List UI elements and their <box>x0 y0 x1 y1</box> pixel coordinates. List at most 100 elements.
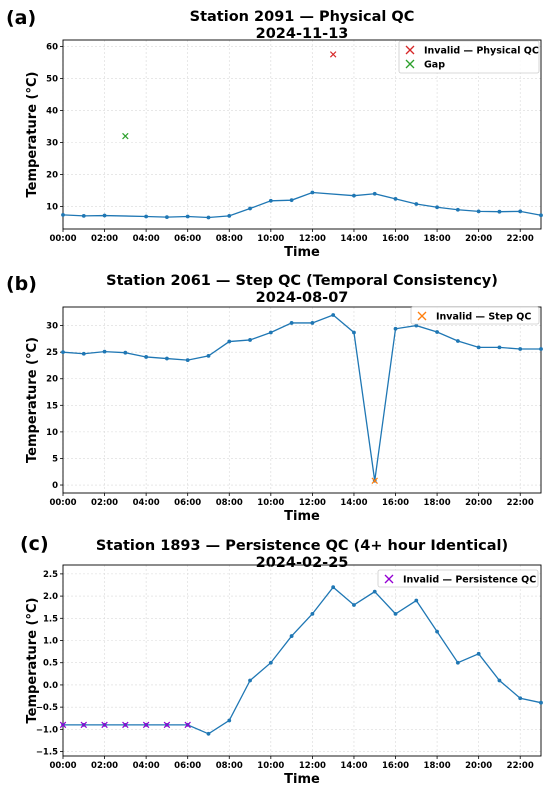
y-tick-label: 10 <box>46 203 58 213</box>
x-tick-label: 22:00 <box>507 498 534 508</box>
flag-marker <box>329 51 337 58</box>
data-point <box>289 198 294 203</box>
x-tick-label: 12:00 <box>299 234 326 244</box>
panel-label: (c) <box>20 533 49 555</box>
y-tick-label: 20 <box>46 375 58 385</box>
legend-entry: Invalid — Step QC <box>436 312 531 323</box>
data-point <box>185 214 190 219</box>
legend: Invalid — Physical QC Gap <box>398 40 540 74</box>
flag-marker <box>59 721 67 729</box>
data-point <box>497 678 502 683</box>
flag-marker <box>163 721 171 729</box>
flag-marker <box>101 721 108 729</box>
data-point <box>372 191 377 196</box>
y-tick-label: −1.5 <box>36 748 58 758</box>
x-tick-label: 16:00 <box>382 234 409 244</box>
legend-marker <box>405 45 415 55</box>
data-point <box>227 718 232 723</box>
data-point <box>289 321 294 325</box>
data-point <box>497 345 502 350</box>
data-point <box>61 213 65 217</box>
data-point <box>248 206 252 211</box>
y-tick-label: 50 <box>46 74 58 84</box>
panel-label: (a) <box>6 7 36 29</box>
x-tick-label: 18:00 <box>424 498 451 508</box>
data-point <box>393 196 398 201</box>
data-point <box>206 353 211 358</box>
x-tick-label: 16:00 <box>382 498 409 508</box>
data-point <box>393 611 398 616</box>
data-point <box>248 678 252 683</box>
data-point <box>352 330 356 335</box>
x-tick-label: 06:00 <box>174 234 201 244</box>
y-tick-label: 20 <box>46 171 58 181</box>
data-point <box>455 207 460 212</box>
data-point <box>289 634 294 638</box>
legend-entry: Invalid — Physical QC <box>424 46 539 57</box>
x-tick-label: 04:00 <box>133 234 160 244</box>
y-tick-label: 0 <box>52 481 58 491</box>
data-point <box>435 629 439 634</box>
data-point <box>331 585 336 590</box>
data-point <box>227 339 232 344</box>
legend-marker <box>417 311 427 321</box>
y-tick-label: 0.0 <box>43 681 58 691</box>
x-tick-label: 22:00 <box>507 234 534 244</box>
data-point <box>102 349 107 354</box>
data-point <box>455 339 460 343</box>
data-point <box>248 338 252 342</box>
legend-box <box>410 306 540 325</box>
y-tick-label: 15 <box>46 401 58 411</box>
x-tick-label: 08:00 <box>216 498 243 508</box>
data-point <box>331 313 336 317</box>
series-line <box>62 191 542 219</box>
legend: Invalid — Persistence QC <box>377 569 539 588</box>
data-point <box>81 213 86 218</box>
data-point <box>414 598 419 603</box>
x-axis-label: Time <box>284 245 320 260</box>
y-tick-label: 30 <box>46 322 58 332</box>
series-line <box>62 314 541 481</box>
data-point <box>518 696 523 701</box>
data-point <box>518 347 523 351</box>
legend-entry: Gap <box>424 60 445 71</box>
x-tick-label: 16:00 <box>382 761 409 771</box>
chart-title: Station 2061 — Step QC (Temporal Consist… <box>106 273 498 289</box>
data-point <box>123 350 128 355</box>
y-tick-label: 30 <box>46 139 58 149</box>
x-tick-label: 04:00 <box>133 498 160 508</box>
flag-marker <box>122 132 129 140</box>
y-tick-label: 2.0 <box>43 592 58 602</box>
data-point <box>414 202 419 206</box>
chart-title: Station 1893 — Persistence QC (4+ hour I… <box>96 538 508 554</box>
plot-frame <box>62 39 542 230</box>
x-tick-label: 20:00 <box>465 761 492 771</box>
y-tick-label: 40 <box>46 106 58 116</box>
data-point <box>455 660 460 665</box>
data-point <box>102 213 107 218</box>
x-tick-label: 10:00 <box>257 498 284 508</box>
panel-label: (b) <box>6 273 37 295</box>
data-point <box>372 589 377 594</box>
chart-title: Station 2091 — Physical QC <box>190 9 415 25</box>
x-tick-label: 20:00 <box>465 498 492 508</box>
data-point <box>476 209 481 214</box>
x-tick-label: 10:00 <box>257 234 284 244</box>
data-point <box>539 700 543 705</box>
plot-frame <box>62 564 542 757</box>
x-tick-label: 18:00 <box>424 234 451 244</box>
x-tick-label: 02:00 <box>91 498 118 508</box>
data-point <box>206 215 211 220</box>
data-point <box>435 330 439 334</box>
x-tick-label: 02:00 <box>91 761 118 771</box>
legend-box <box>398 40 540 74</box>
x-tick-label: 18:00 <box>424 761 451 771</box>
x-tick-label: 14:00 <box>340 234 367 244</box>
legend-box <box>377 569 539 588</box>
data-point <box>268 330 273 335</box>
y-tick-label: 1.5 <box>43 614 58 624</box>
y-tick-label: 1.0 <box>43 637 58 647</box>
x-tick-label: 04:00 <box>133 761 160 771</box>
